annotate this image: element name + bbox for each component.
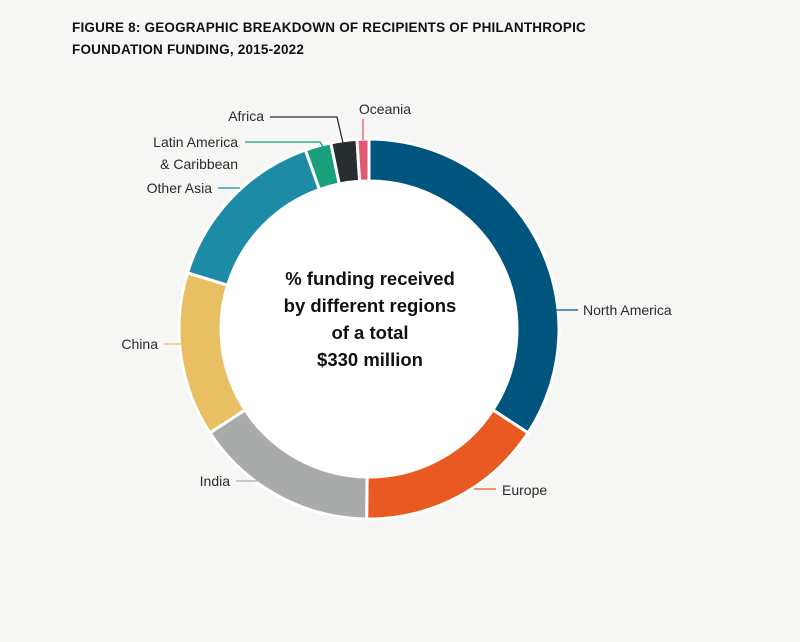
leader-latin-america-caribbean xyxy=(245,141,325,149)
label-africa: Africa xyxy=(228,108,264,124)
donut-slices xyxy=(177,137,561,521)
label-europe: Europe xyxy=(502,482,547,498)
chart-title: FIGURE 8: GEOGRAPHIC BREAKDOWN OF RECIPI… xyxy=(72,20,586,57)
center-label-line-1: % funding received xyxy=(285,268,455,289)
label-china: China xyxy=(121,336,158,352)
label-india: India xyxy=(200,473,231,489)
leader-africa xyxy=(270,116,344,144)
slice-oceania xyxy=(355,137,371,183)
slice-labels: North America Europe India China Other Asia L… xyxy=(121,101,672,498)
donut-hole xyxy=(222,182,516,476)
center-label-line-3: of a total xyxy=(331,322,409,343)
center-label-line-2: by different regions xyxy=(283,295,457,316)
label-north-america: North America xyxy=(583,302,672,318)
label-oceania: Oceania xyxy=(359,101,411,117)
label-other-asia: Other Asia xyxy=(147,180,213,196)
label-leaders xyxy=(164,116,578,490)
label-latin-america-caribbean: Latin America & Caribbean xyxy=(153,134,238,172)
center-label-line-4: $330 million xyxy=(317,349,423,370)
center-label: % funding received by different regions … xyxy=(245,265,495,373)
